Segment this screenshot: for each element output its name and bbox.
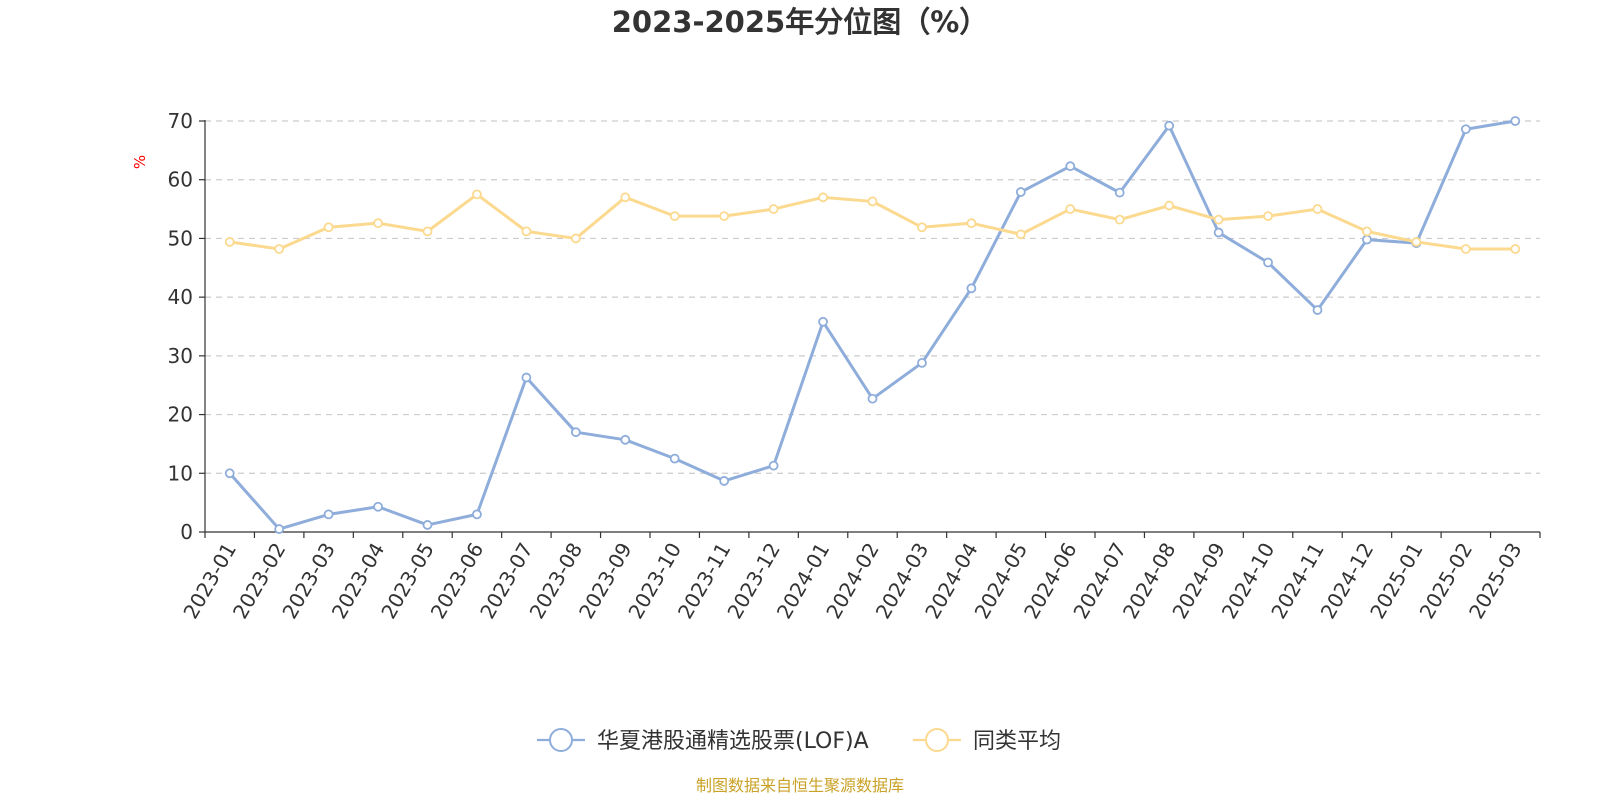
data-point[interactable] bbox=[1362, 234, 1372, 245]
legend-marker-icon bbox=[925, 728, 949, 752]
data-point[interactable] bbox=[1510, 244, 1521, 254]
data-point[interactable] bbox=[867, 196, 878, 207]
data-point[interactable] bbox=[274, 244, 285, 254]
legend-label: 华夏港股通精选股票(LOF)A bbox=[597, 729, 869, 754]
data-point[interactable] bbox=[768, 204, 779, 214]
data-point[interactable] bbox=[373, 218, 383, 229]
axes: 0102030405060702023-012023-022023-032023… bbox=[168, 109, 1541, 623]
data-point[interactable] bbox=[1164, 120, 1175, 131]
data-point[interactable] bbox=[917, 222, 927, 233]
data-point[interactable] bbox=[719, 211, 730, 222]
data-point[interactable] bbox=[422, 520, 433, 530]
y-tick-label: 40 bbox=[168, 285, 193, 309]
data-point[interactable] bbox=[620, 434, 631, 445]
data-point[interactable] bbox=[818, 316, 828, 327]
data-point[interactable] bbox=[472, 509, 482, 520]
y-tick-label: 20 bbox=[168, 403, 193, 427]
data-point[interactable] bbox=[669, 211, 680, 222]
data-point[interactable] bbox=[818, 192, 828, 203]
data-point[interactable] bbox=[867, 393, 878, 404]
data-point[interactable] bbox=[1114, 187, 1125, 198]
data-point[interactable] bbox=[1460, 124, 1471, 135]
legend-marker-icon bbox=[549, 728, 573, 752]
y-tick-label: 10 bbox=[168, 461, 193, 485]
data-point[interactable] bbox=[472, 189, 482, 200]
data-point[interactable] bbox=[274, 524, 285, 534]
data-point[interactable] bbox=[768, 460, 779, 471]
y-tick-label: 70 bbox=[168, 109, 193, 133]
y-tick-label: 50 bbox=[168, 226, 193, 250]
data-point[interactable] bbox=[966, 283, 977, 294]
grid-lines bbox=[205, 120, 1540, 474]
data-point[interactable] bbox=[323, 222, 334, 233]
legend-label: 同类平均 bbox=[973, 729, 1061, 754]
data-point[interactable] bbox=[422, 226, 433, 237]
data-point[interactable] bbox=[966, 218, 977, 229]
data-point[interactable] bbox=[570, 427, 581, 438]
data-point[interactable] bbox=[323, 509, 334, 520]
data-point[interactable] bbox=[521, 226, 532, 237]
data-point[interactable] bbox=[1114, 214, 1125, 225]
data-point[interactable] bbox=[224, 468, 235, 479]
data-point[interactable] bbox=[1312, 204, 1323, 214]
legend-item-1[interactable]: 华夏港股通精选股票(LOF)A bbox=[537, 728, 869, 754]
y-tick-label: 30 bbox=[168, 344, 193, 368]
legend[interactable]: 华夏港股通精选股票(LOF)A 同类平均 bbox=[537, 728, 1061, 754]
chart-title: 2023-2025年分位图（%） bbox=[612, 5, 989, 39]
data-point[interactable] bbox=[1263, 257, 1273, 268]
data-point[interactable] bbox=[1015, 187, 1026, 197]
data-point[interactable] bbox=[1460, 244, 1471, 254]
data-point[interactable] bbox=[570, 233, 581, 244]
data-point[interactable] bbox=[1164, 200, 1175, 211]
data-point[interactable] bbox=[1213, 227, 1224, 238]
data-point[interactable] bbox=[1015, 229, 1026, 240]
y-tick-label: 0 bbox=[180, 520, 193, 544]
legend-item-2[interactable]: 同类平均 bbox=[913, 728, 1061, 754]
data-point[interactable] bbox=[1263, 211, 1273, 222]
data-point[interactable] bbox=[1213, 214, 1224, 225]
data-point[interactable] bbox=[1411, 237, 1422, 247]
data-point[interactable] bbox=[521, 372, 532, 383]
data-point[interactable] bbox=[917, 358, 927, 368]
data-point[interactable] bbox=[1065, 161, 1076, 172]
data-point[interactable] bbox=[373, 501, 383, 512]
data-point[interactable] bbox=[1312, 305, 1323, 315]
data-point[interactable] bbox=[719, 476, 730, 486]
data-point[interactable] bbox=[1510, 116, 1521, 126]
data-point[interactable] bbox=[620, 192, 631, 203]
series-2 bbox=[224, 189, 1521, 254]
data-point[interactable] bbox=[669, 453, 680, 464]
series-line bbox=[228, 119, 1516, 531]
data-point[interactable] bbox=[1065, 204, 1076, 214]
series-layer bbox=[224, 116, 1521, 534]
y-axis-unit: % bbox=[131, 155, 149, 169]
y-tick-label: 60 bbox=[168, 168, 193, 192]
data-point[interactable] bbox=[1362, 226, 1372, 237]
data-point[interactable] bbox=[224, 237, 235, 247]
source-note: 制图数据来自恒生聚源数据库 bbox=[696, 776, 904, 795]
